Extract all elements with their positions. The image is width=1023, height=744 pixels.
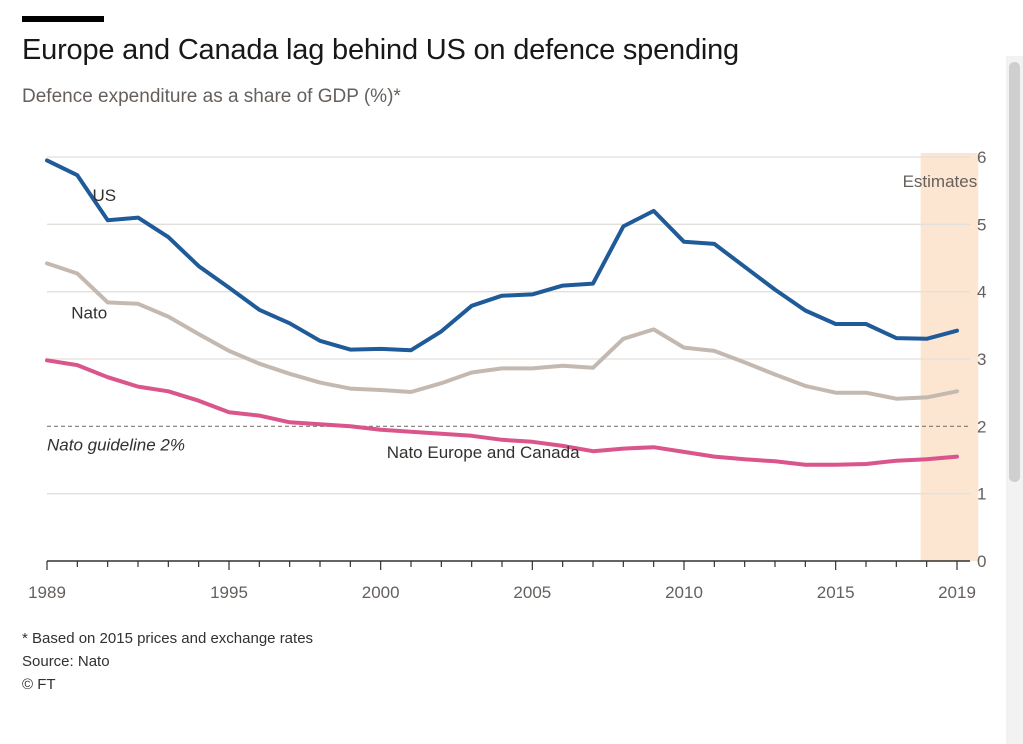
estimates-band bbox=[920, 153, 979, 561]
y-tick-label: 1 bbox=[977, 485, 986, 504]
footer: * Based on 2015 prices and exchange rate… bbox=[22, 627, 313, 696]
x-tick-label: 1995 bbox=[210, 583, 248, 602]
x-tick-label: 2015 bbox=[817, 583, 855, 602]
x-tick-label: 1989 bbox=[28, 583, 66, 602]
scrollbar-thumb[interactable] bbox=[1009, 62, 1020, 482]
guideline-label: Nato guideline 2% bbox=[47, 435, 185, 454]
brand-bar bbox=[22, 16, 104, 22]
copyright-note: © FT bbox=[22, 676, 56, 693]
series-line-europe-canada bbox=[45, 358, 959, 467]
x-tick-label: 2000 bbox=[362, 583, 400, 602]
chart: Estimates 0 1 2 3 4 5 6 Nato guideline 2% 1989 199… bbox=[28, 148, 986, 602]
series-label: US bbox=[93, 186, 117, 205]
series-label: Nato Europe and Canada bbox=[387, 443, 580, 462]
source-note: Source: Nato bbox=[22, 653, 110, 670]
chart-title: Europe and Canada lag behind US on defen… bbox=[22, 34, 739, 66]
series-line-nato bbox=[45, 261, 959, 401]
series-line-us bbox=[45, 158, 959, 353]
x-tick-label: 2010 bbox=[665, 583, 703, 602]
y-tick-label: 0 bbox=[977, 552, 986, 571]
y-tick-label: 2 bbox=[977, 417, 986, 436]
x-tick-label: 2019 bbox=[938, 583, 976, 602]
y-tick-label: 6 bbox=[977, 148, 986, 167]
y-tick-label: 3 bbox=[977, 350, 986, 369]
series-label: Nato bbox=[71, 304, 107, 323]
chart-subtitle: Defence expenditure as a share of GDP (%… bbox=[22, 86, 401, 107]
x-tick-label: 2005 bbox=[513, 583, 551, 602]
y-tick-label: 4 bbox=[977, 283, 986, 302]
y-tick-label: 5 bbox=[977, 215, 986, 234]
estimates-label: Estimates bbox=[903, 172, 978, 191]
footnote: * Based on 2015 prices and exchange rate… bbox=[22, 630, 314, 647]
